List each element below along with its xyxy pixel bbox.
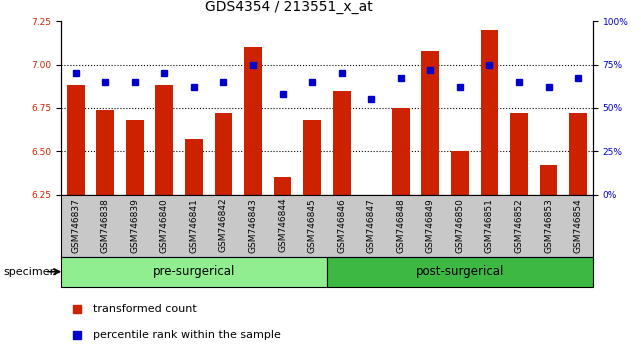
Bar	[61, 257, 327, 287]
Text: percentile rank within the sample: percentile rank within the sample	[93, 330, 281, 339]
Bar	[274, 177, 292, 195]
Text: GSM746849: GSM746849	[426, 198, 435, 252]
Text: GSM746842: GSM746842	[219, 198, 228, 252]
Bar	[333, 91, 351, 195]
Bar	[569, 113, 587, 195]
Text: post-surgerical: post-surgerical	[416, 265, 504, 278]
Bar	[185, 139, 203, 195]
Text: GSM746845: GSM746845	[308, 198, 317, 252]
Bar	[451, 152, 469, 195]
Bar	[96, 110, 114, 195]
Text: GSM746854: GSM746854	[574, 198, 583, 252]
Bar	[215, 113, 232, 195]
Text: GSM746837: GSM746837	[71, 198, 80, 253]
Text: GSM746838: GSM746838	[101, 198, 110, 253]
Text: GSM746853: GSM746853	[544, 198, 553, 253]
Bar	[303, 120, 321, 195]
Bar	[67, 85, 85, 195]
Text: GSM746843: GSM746843	[249, 198, 258, 252]
Bar	[244, 47, 262, 195]
Text: GSM746851: GSM746851	[485, 198, 494, 253]
Bar	[392, 108, 410, 195]
Bar	[540, 165, 558, 195]
Text: GDS4354 / 213551_x_at: GDS4354 / 213551_x_at	[204, 0, 372, 14]
Bar	[126, 120, 144, 195]
Text: GSM746840: GSM746840	[160, 198, 169, 252]
Text: transformed count: transformed count	[93, 304, 197, 314]
Text: GSM746841: GSM746841	[189, 198, 199, 252]
Bar	[156, 85, 173, 195]
Text: GSM746844: GSM746844	[278, 198, 287, 252]
Bar	[327, 257, 593, 287]
Text: GSM746848: GSM746848	[396, 198, 405, 252]
Text: specimen: specimen	[3, 267, 57, 277]
Text: GSM746852: GSM746852	[515, 198, 524, 252]
Text: GSM746847: GSM746847	[367, 198, 376, 252]
Text: GSM746846: GSM746846	[337, 198, 346, 252]
Bar	[481, 30, 498, 195]
Bar	[510, 113, 528, 195]
Text: GSM746839: GSM746839	[130, 198, 139, 253]
Text: GSM746850: GSM746850	[455, 198, 465, 253]
Bar	[422, 51, 439, 195]
Text: pre-surgerical: pre-surgerical	[153, 265, 235, 278]
